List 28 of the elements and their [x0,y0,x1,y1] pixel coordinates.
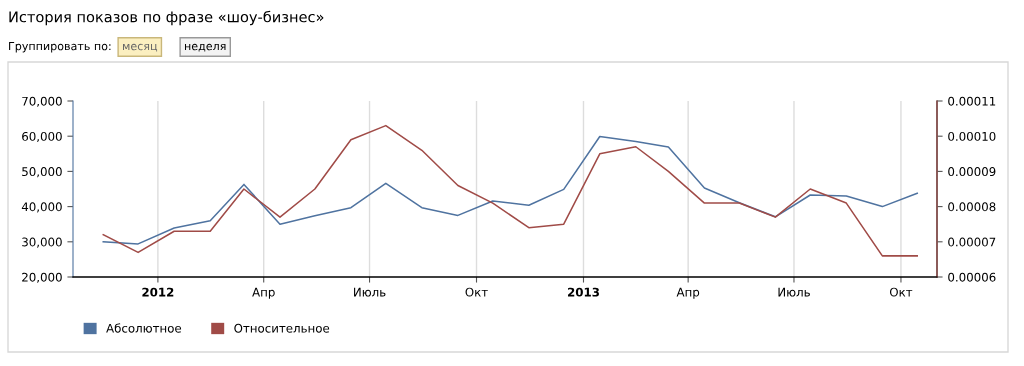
line-series [102,135,918,245]
y2-tick-label: 0.00007 [948,237,996,247]
text: Группировать по: [9,41,111,53]
y-tick-label: 20,000 [22,272,62,283]
y2-tick-label: 0.00009 [948,167,996,177]
x-tick-label: Апр [252,287,275,299]
x-tick-label: Апр [676,287,700,299]
text: месяц [123,43,158,52]
y2-tick-label: 0.00010 [948,131,996,141]
y2-tick-label: 0.00011 [948,96,996,106]
line-series [102,124,918,257]
y-tick-label: 30,000 [22,237,62,248]
x-tick-label: 2012 [142,287,174,297]
x-tick-label: Окт [889,287,913,297]
y2-tick-label: 0.00008 [948,202,996,212]
chart-title: История показов по фразе «шоу-бизнес» [9,10,324,26]
y-tick-label: 40,000 [21,202,62,213]
x-tick-label: Июль [778,287,810,297]
legend-label: Относительное [234,323,330,333]
y-tick-label: 50,000 [22,167,62,178]
x-tick-label: Окт [465,287,488,297]
x-tick-label: 2013 [568,287,599,297]
y2-tick-label: 0.00006 [948,272,996,282]
y-tick-label: 70,000 [22,96,62,107]
y-tick-label: 60,000 [22,131,62,143]
legend-label: Абсолютное [106,323,182,333]
text: неделя [185,43,226,52]
x-tick-label: Июль [354,287,386,297]
